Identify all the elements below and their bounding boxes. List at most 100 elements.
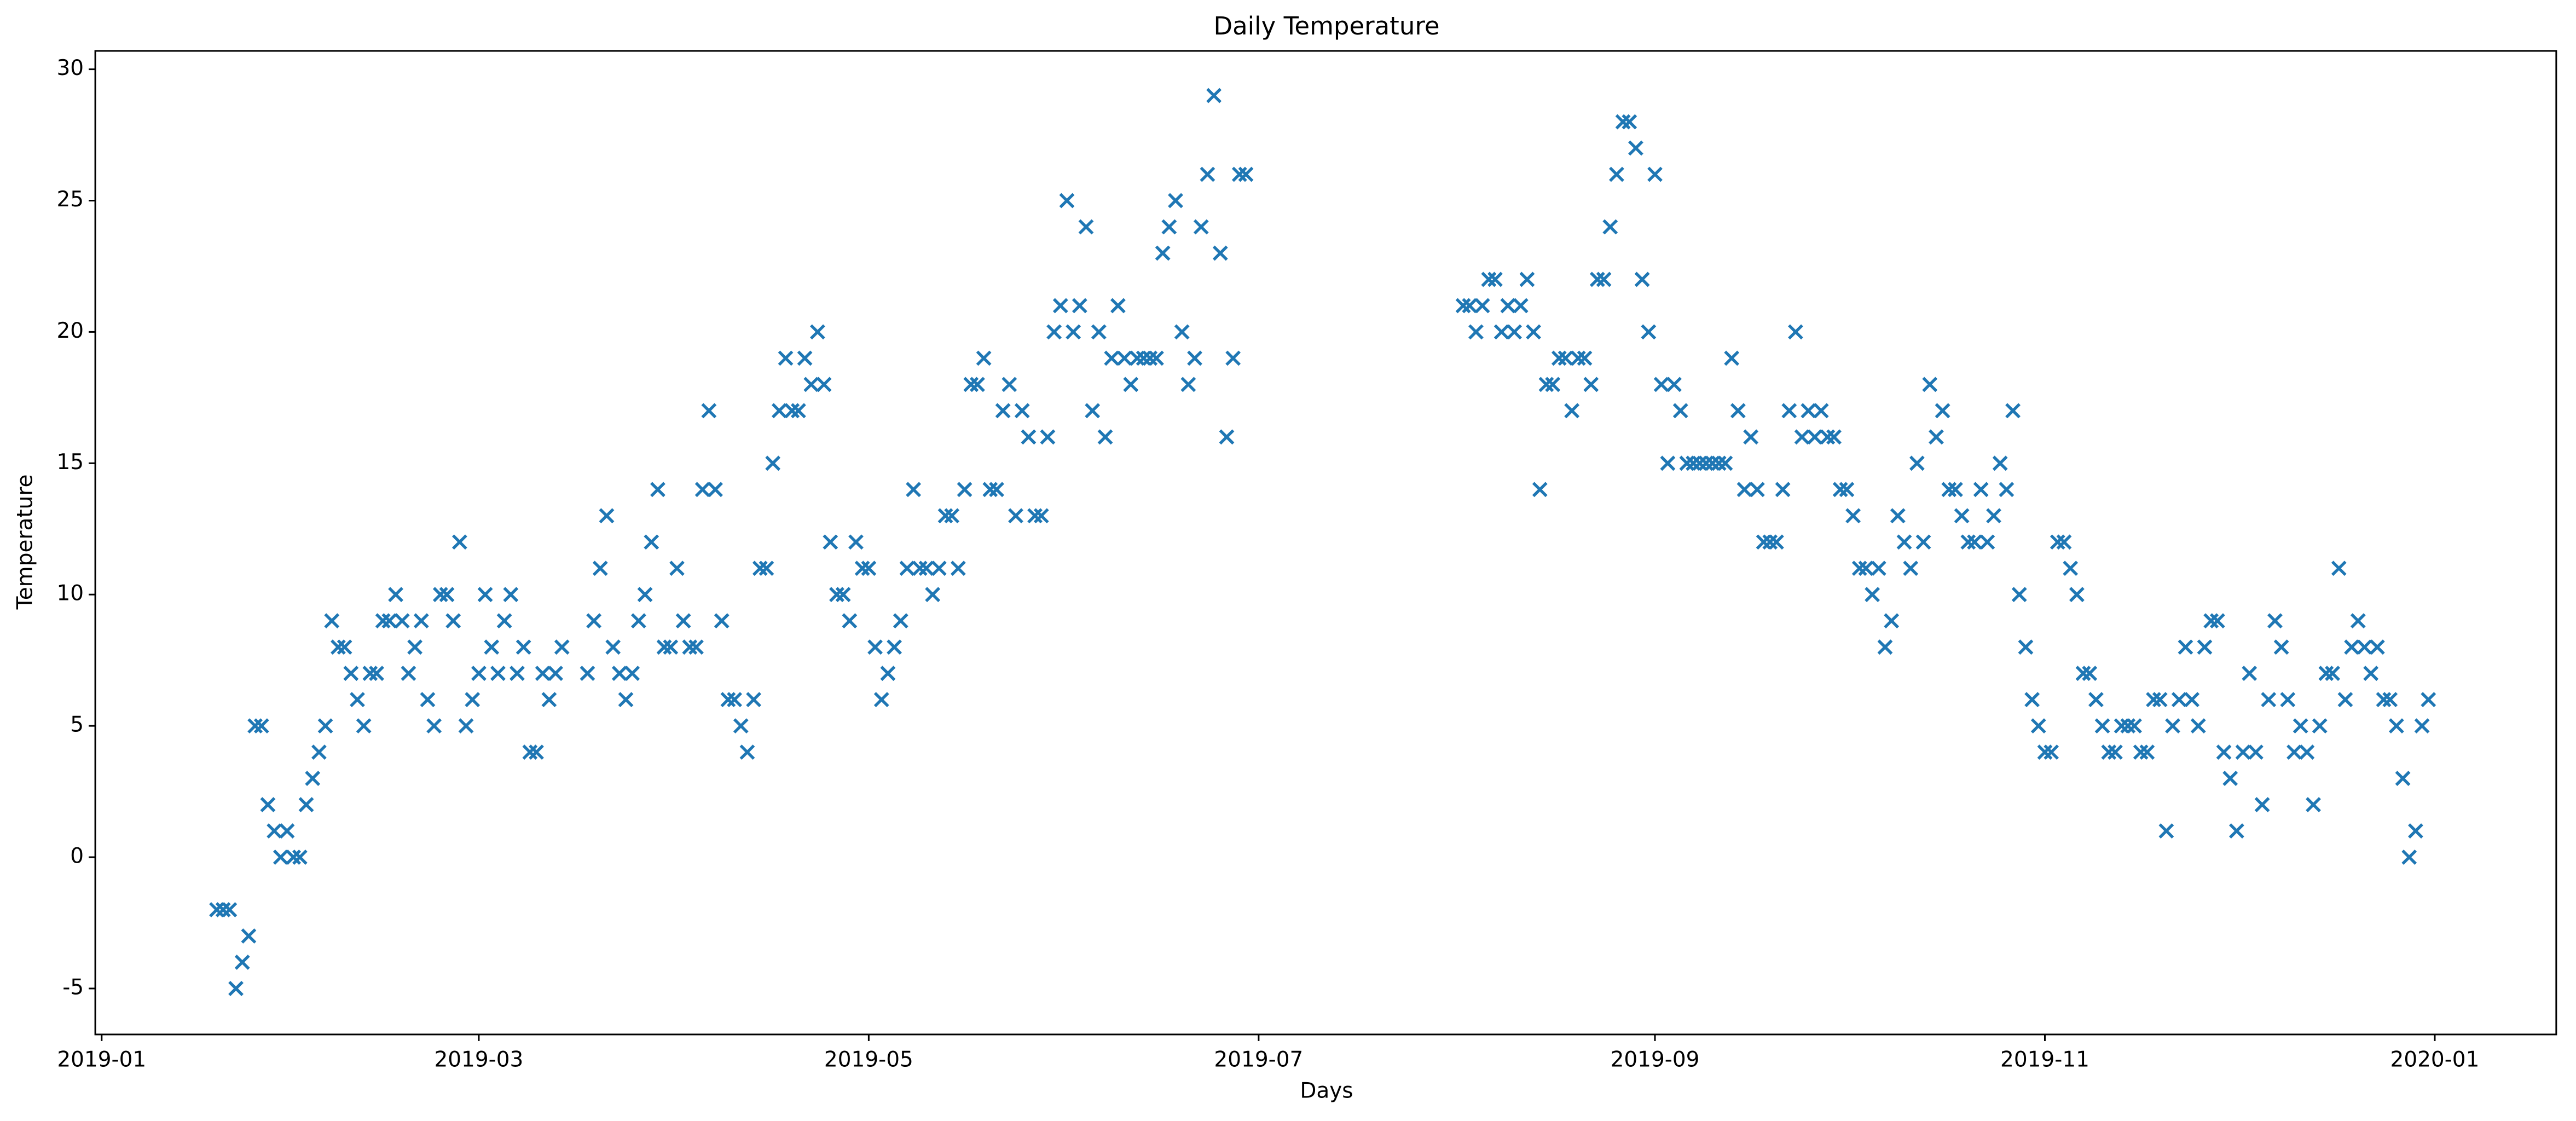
- point: [1014, 403, 1030, 419]
- point: [1193, 219, 1209, 235]
- point: [1851, 560, 1867, 576]
- point: [1500, 298, 1516, 314]
- point: [2216, 744, 2232, 760]
- point: [656, 639, 672, 655]
- point: [2037, 744, 2053, 760]
- point: [586, 613, 602, 629]
- point: [1845, 508, 1861, 524]
- point: [1967, 534, 1982, 550]
- point: [2056, 534, 2072, 550]
- point: [701, 403, 717, 419]
- point: [2005, 403, 2021, 419]
- point: [2114, 718, 2129, 734]
- point: [1743, 429, 1759, 445]
- point: [2178, 639, 2193, 655]
- point: [1052, 298, 1068, 314]
- point: [1832, 482, 1848, 498]
- point: [1474, 298, 1490, 314]
- point: [1008, 508, 1023, 524]
- point: [880, 666, 896, 681]
- point: [797, 350, 813, 366]
- point: [247, 718, 263, 734]
- point: [1628, 140, 1643, 156]
- point: [279, 823, 295, 839]
- point: [1717, 455, 1733, 471]
- point: [1238, 166, 1254, 182]
- y-tick-label: 25: [56, 187, 84, 212]
- point: [503, 587, 519, 603]
- point: [1551, 350, 1567, 366]
- point: [317, 718, 333, 734]
- point: [580, 666, 595, 681]
- point: [739, 744, 755, 760]
- point: [618, 692, 634, 708]
- point: [209, 902, 224, 917]
- point: [1839, 482, 1855, 498]
- point: [2101, 744, 2117, 760]
- point: [1711, 455, 1727, 471]
- point: [451, 534, 467, 550]
- point: [2248, 744, 2264, 760]
- point: [305, 771, 321, 786]
- y-axis-label: Temperature: [13, 474, 38, 610]
- point: [1155, 245, 1171, 261]
- x-tick-label: 2019-01: [57, 1047, 146, 1072]
- point: [688, 639, 704, 655]
- point: [1794, 429, 1810, 445]
- point: [253, 718, 269, 734]
- point: [1066, 324, 1081, 340]
- point: [1801, 403, 1816, 419]
- point: [1219, 429, 1235, 445]
- point: [778, 350, 794, 366]
- point: [394, 613, 410, 629]
- point: [2286, 744, 2302, 760]
- point: [1609, 166, 1624, 182]
- point: [2408, 823, 2423, 839]
- point: [1142, 350, 1158, 366]
- point: [2228, 823, 2244, 839]
- point: [445, 613, 461, 629]
- point: [2024, 692, 2040, 708]
- point: [1871, 560, 1886, 576]
- point: [350, 692, 365, 708]
- point: [2082, 666, 2098, 681]
- point: [1890, 508, 1906, 524]
- point: [2414, 718, 2430, 734]
- point: [1653, 377, 1669, 392]
- point: [989, 482, 1004, 498]
- point: [630, 613, 646, 629]
- point: [1168, 193, 1183, 209]
- point: [1986, 508, 2001, 524]
- point: [1507, 324, 1522, 340]
- point: [861, 560, 877, 576]
- point: [510, 666, 525, 681]
- point: [413, 613, 429, 629]
- point: [912, 560, 928, 576]
- point: [1116, 350, 1132, 366]
- point: [2209, 613, 2225, 629]
- point: [1002, 377, 1017, 392]
- point: [887, 639, 902, 655]
- point: [611, 666, 627, 681]
- point: [1033, 508, 1049, 524]
- point: [2369, 639, 2385, 655]
- point: [529, 744, 544, 760]
- point: [362, 666, 378, 681]
- point: [1915, 534, 1931, 550]
- x-tick-label: 2019-03: [434, 1047, 523, 1072]
- point: [375, 613, 391, 629]
- point: [1187, 350, 1202, 366]
- point: [1130, 350, 1145, 366]
- point: [2171, 692, 2187, 708]
- point: [1468, 324, 1484, 340]
- point: [484, 639, 500, 655]
- point: [1519, 271, 1535, 287]
- point: [298, 797, 314, 812]
- point: [331, 639, 346, 655]
- point: [2306, 797, 2321, 812]
- point: [1948, 482, 1963, 498]
- point: [1589, 271, 1605, 287]
- point: [1858, 560, 1874, 576]
- point: [1136, 350, 1151, 366]
- point: [854, 560, 870, 576]
